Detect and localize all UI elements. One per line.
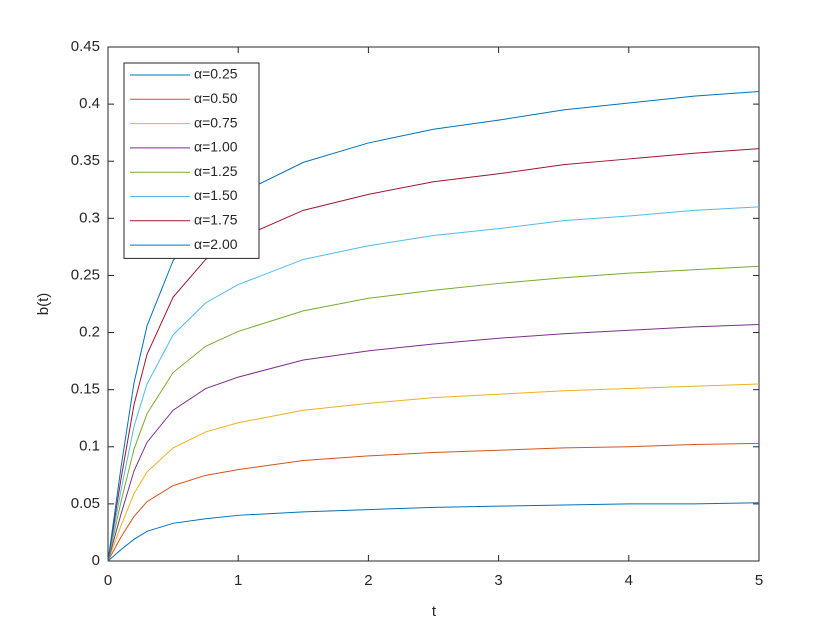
y-tick-label: 0.1	[79, 438, 100, 455]
legend-label: α=0.25	[194, 66, 238, 82]
y-tick-label: 0.05	[71, 495, 100, 512]
legend-box	[123, 62, 260, 259]
series-line	[107, 148, 760, 562]
x-tick-label: 5	[755, 572, 763, 589]
series-line	[107, 324, 760, 562]
x-tick-label: 4	[625, 572, 633, 589]
legend-label: α=1.25	[194, 163, 238, 179]
y-tick-label: 0.3	[79, 209, 100, 226]
y-tick-label: 0	[92, 552, 100, 569]
x-tick-label: 0	[104, 572, 112, 589]
y-tick-label: 0.25	[71, 266, 100, 283]
x-tick-label: 3	[494, 572, 502, 589]
y-tick-label: 0.2	[79, 324, 100, 341]
legend: α=0.25 α=0.50 α=0.75 α=1.00 α=1.25 α=1.50 α=1.…	[123, 62, 260, 259]
legend-label: α=0.50	[194, 90, 238, 106]
legend-label: α=0.75	[194, 114, 238, 130]
series-line	[107, 442, 760, 562]
x-tick-label: 2	[364, 572, 372, 589]
y-tick-label: 0.15	[71, 381, 100, 398]
series-line	[107, 91, 760, 562]
y-tick-label: 0.35	[71, 152, 100, 169]
legend-label: α=1.00	[194, 139, 238, 155]
series-line	[107, 502, 760, 562]
series-line	[107, 265, 760, 562]
y-tick-label: 0.4	[79, 95, 100, 112]
series-line	[107, 206, 760, 562]
legend-label: α=1.50	[194, 187, 238, 203]
y-tick-label: 0.45	[71, 38, 100, 55]
x-axis-label: t	[432, 603, 437, 620]
series-line	[107, 383, 760, 562]
legend-label: α=1.75	[194, 212, 238, 228]
legend-label: α=2.00	[194, 236, 238, 252]
y-axis-label: b(t)	[35, 293, 52, 316]
x-tick-label: 1	[234, 572, 242, 589]
